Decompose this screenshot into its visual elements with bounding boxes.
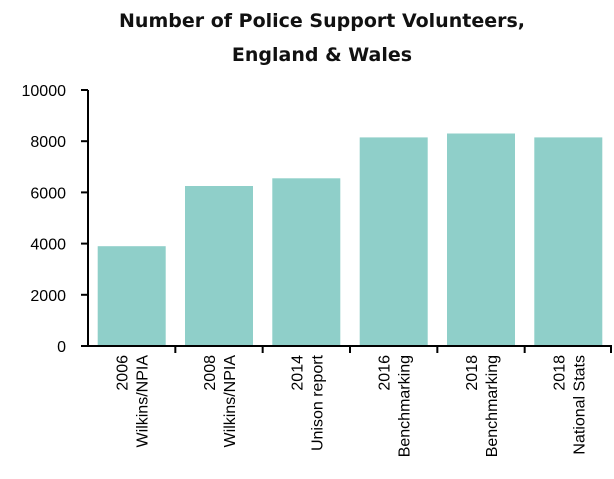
- y-tick-label-1: 2000: [30, 288, 66, 305]
- bar-5: [534, 137, 603, 346]
- x-category-label-0-line-1: Wilkins/NPIA: [135, 355, 152, 448]
- bars-group: [97, 133, 603, 346]
- chart-title-line-2: England & Wales: [232, 44, 412, 66]
- y-axis: 0 2000 4000 6000 8000 10000: [22, 83, 89, 356]
- x-category-label-5-line-0: 2018: [551, 355, 568, 391]
- y-tick-label-5: 10000: [22, 83, 67, 100]
- x-category-label-1-line-0: 2008: [202, 355, 219, 391]
- x-category-label-2-line-1: Unison report: [309, 354, 326, 451]
- x-category-label-4-line-0: 2018: [464, 355, 481, 391]
- bar-1: [185, 186, 253, 346]
- x-category-label-1-line-1: Wilkins/NPIA: [222, 355, 239, 448]
- x-category-label-2-line-0: 2014: [289, 355, 306, 391]
- bar-4: [447, 133, 515, 346]
- x-category-label-4-line-1: Benchmarking: [484, 355, 501, 457]
- x-category-label-2: 2014 Unison report: [289, 354, 326, 451]
- x-axis: 2006 Wilkins/NPIA 2008 Wilkins/NPIA 2014 Unis…: [88, 345, 612, 457]
- y-tick-label-2: 4000: [30, 237, 66, 254]
- y-tick-label-0: 0: [57, 339, 66, 356]
- bar-3: [359, 137, 428, 346]
- y-tick-label-3: 6000: [30, 185, 66, 202]
- x-category-label-5-line-1: National Stats: [571, 355, 588, 455]
- x-category-label-5: 2018 National Stats: [551, 355, 588, 455]
- x-category-label-1: 2008 Wilkins/NPIA: [202, 355, 239, 448]
- x-category-label-0-line-0: 2006: [115, 355, 132, 391]
- x-category-label-3-line-0: 2016: [377, 355, 394, 391]
- x-category-label-0: 2006 Wilkins/NPIA: [115, 355, 152, 448]
- x-category-label-3-line-1: Benchmarking: [397, 355, 414, 457]
- chart-title-line-1: Number of Police Support Volunteers,: [119, 10, 525, 32]
- x-category-label-4: 2018 Benchmarking: [464, 355, 501, 457]
- y-tick-label-4: 8000: [30, 134, 66, 151]
- bar-2: [272, 178, 341, 346]
- x-category-label-3: 2016 Benchmarking: [377, 355, 414, 457]
- bar-0: [97, 246, 166, 346]
